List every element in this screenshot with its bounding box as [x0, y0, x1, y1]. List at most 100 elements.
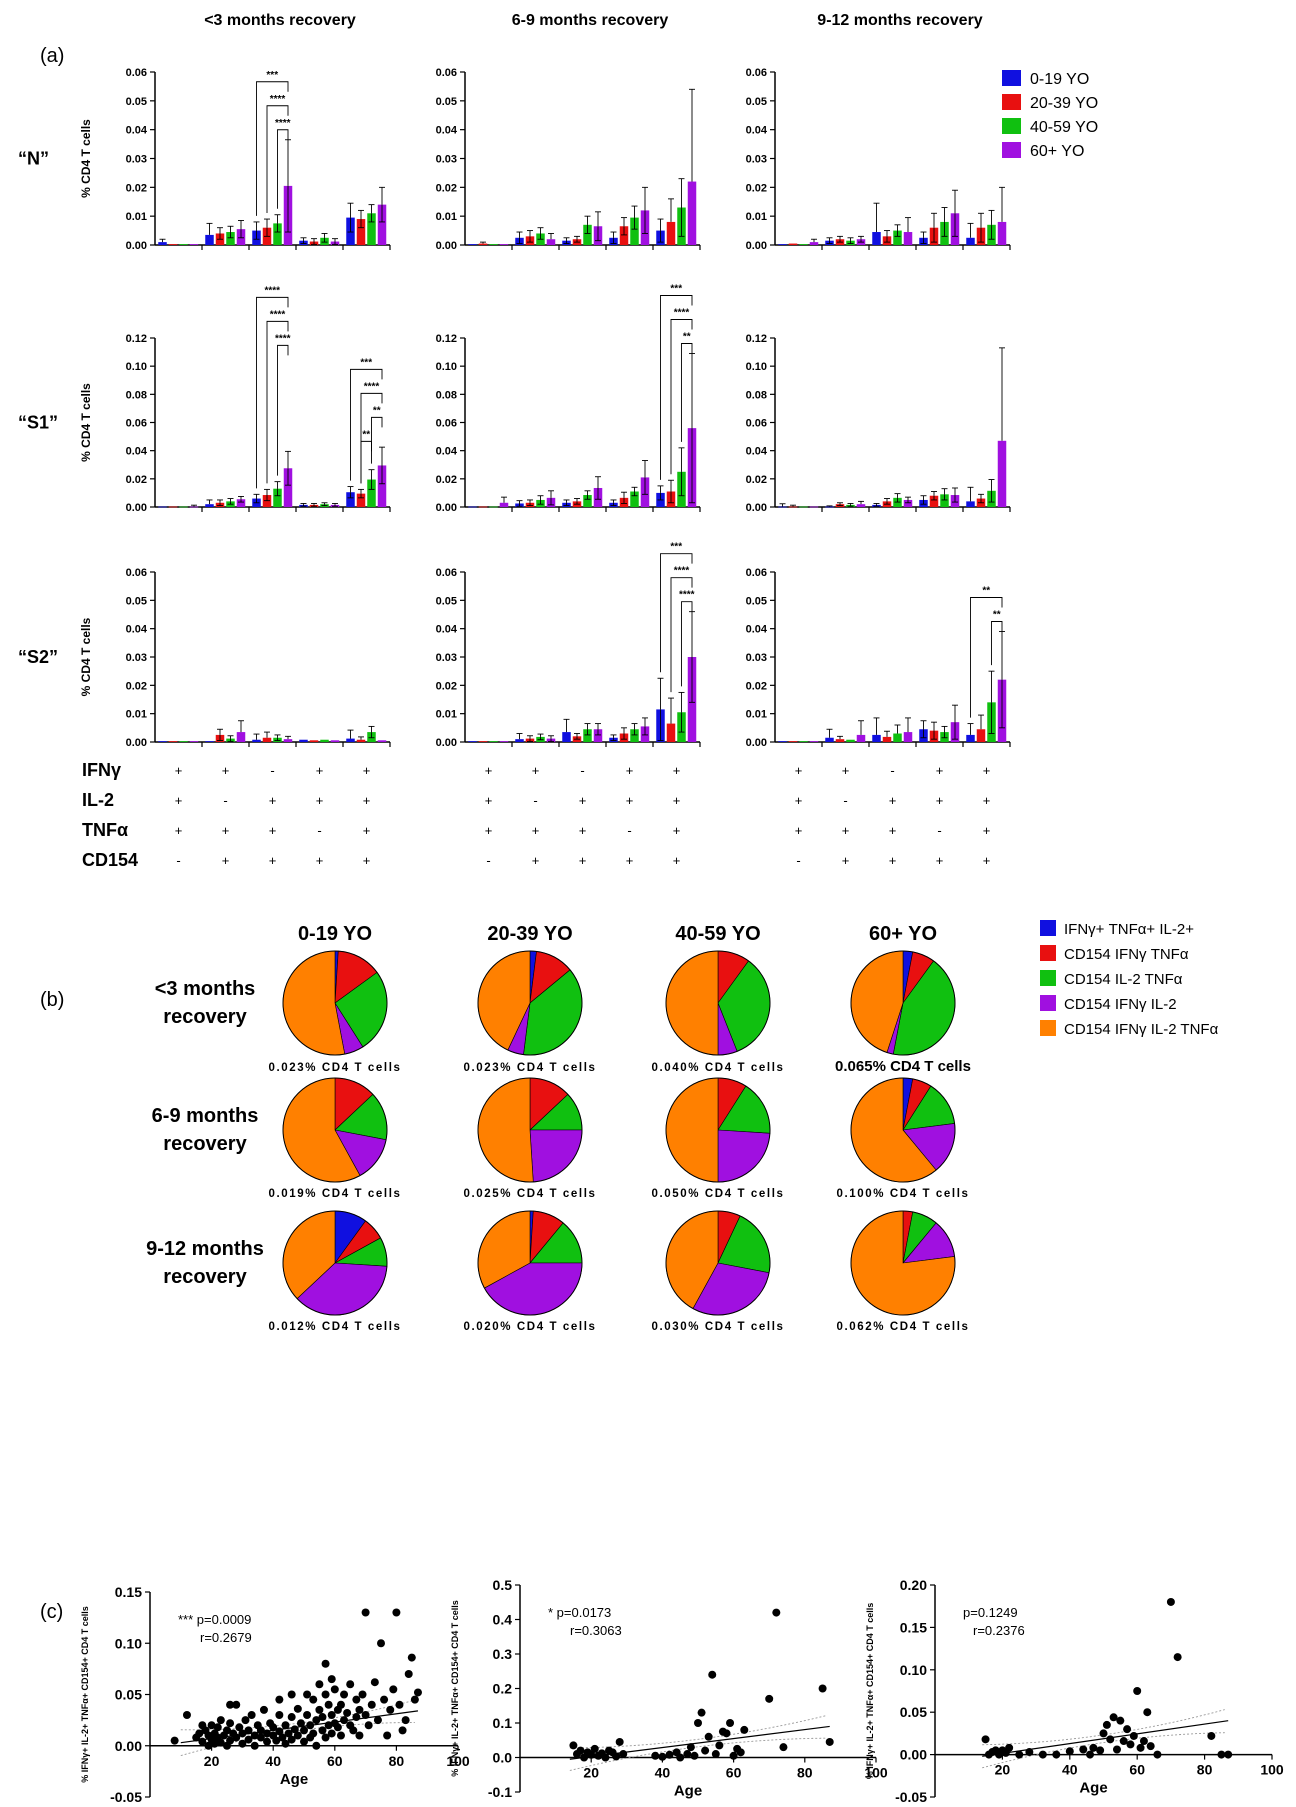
pie: [850, 1077, 956, 1183]
bar: [799, 244, 808, 245]
scatter-point: [284, 1729, 293, 1738]
scatter-point: [327, 1675, 336, 1684]
bar: [168, 506, 178, 508]
y-tick-label: 0.02: [126, 182, 147, 194]
marker-sign: -: [270, 763, 274, 778]
marker-name: TNFα: [82, 820, 128, 840]
y-tick-label: 0.05: [126, 96, 147, 108]
pie-legend-label: IFNγ+ TNFα+ IL-2+: [1064, 921, 1194, 938]
bar: [478, 243, 488, 245]
scatter-point: [658, 1752, 667, 1761]
bar: [778, 244, 787, 245]
row-label: “S1”: [18, 413, 58, 433]
y-tick-label: 0.01: [746, 709, 767, 721]
scatter-point: [701, 1746, 710, 1755]
y-tick-label: 0.02: [746, 474, 767, 486]
pie-slice: [717, 1129, 771, 1183]
scatter-point: [321, 1733, 330, 1742]
p-value: p=0.1249: [963, 1605, 1018, 1620]
scatter-point: [361, 1608, 370, 1617]
bar: [489, 506, 498, 508]
bar: [976, 729, 986, 742]
scatter-point: [386, 1705, 395, 1714]
x-tick-label: 40: [1062, 1762, 1078, 1778]
significance-label: ****: [275, 118, 291, 129]
bar-subplot: 0.00 0.02 0.04 0.06 0.08 0.10 0.12: [746, 333, 1011, 514]
bar-subplot: 0.00 0.01 0.02 0.03 0.04 0.05 0.06: [126, 567, 391, 749]
legend-label: 40-59 YO: [1030, 119, 1098, 136]
pie-outline: [282, 1077, 388, 1183]
marker-sign: +: [485, 823, 493, 838]
significance-bracket: [266, 320, 289, 484]
y-tick-label: 0.08: [746, 389, 767, 401]
row-label: “N”: [18, 149, 49, 169]
significance-bracket: [681, 601, 693, 687]
scatter-point: [210, 1739, 219, 1748]
pie: [477, 950, 583, 1056]
y-tick-label: 0.06: [436, 67, 457, 79]
scatter-point: [615, 1737, 624, 1746]
legend-label: 0-19 YO: [1030, 71, 1089, 88]
scatter-point: [324, 1700, 333, 1709]
scatter-point: [619, 1750, 628, 1759]
y-tick-label: 0.03: [746, 154, 767, 166]
scatter-point: [1112, 1745, 1121, 1754]
marker-sign: +: [626, 853, 634, 868]
scatter-point: [370, 1678, 379, 1687]
stat-r-value: r=0.2376: [973, 1623, 1025, 1638]
scatter-point: [380, 1695, 389, 1704]
bar: [367, 479, 376, 507]
scatter-point: [300, 1726, 308, 1735]
pie: [850, 950, 956, 1056]
marker-sign: +: [889, 793, 897, 808]
scatter-point: [708, 1670, 717, 1679]
significance-bracket: [670, 577, 693, 693]
scatter-point: [216, 1738, 225, 1747]
pie-row-label: recovery: [163, 1006, 247, 1028]
marker-sign: +: [983, 853, 991, 868]
y-tick-label: 0.15: [900, 1619, 927, 1635]
bar: [499, 244, 509, 245]
bar: [356, 219, 366, 245]
pie-legend-swatch: [1040, 920, 1056, 936]
pie-legend-label: CD154 IFNγ IL-2: [1064, 996, 1177, 1013]
column-title: 9-12 months recovery: [817, 12, 983, 29]
scatter-point: [213, 1723, 222, 1732]
y-tick-label: 0.3: [493, 1646, 513, 1662]
scatter-point: [1079, 1745, 1088, 1754]
y-tick-label: 0.05: [746, 595, 767, 607]
bar: [825, 737, 834, 742]
scatter-point: [1065, 1747, 1074, 1756]
significance-label: **: [373, 405, 381, 416]
significance-bracket: [970, 597, 1003, 718]
marker-sign: +: [485, 793, 493, 808]
scatter-point: [1153, 1750, 1162, 1759]
significance-label: ***: [266, 70, 278, 81]
pie-slice: [665, 950, 719, 1056]
pie-legend-swatch: [1040, 945, 1056, 961]
bar-subplot: 0.000.020.040.060.080.100.12*********: [436, 283, 701, 514]
scatter-point: [1106, 1735, 1115, 1744]
scatter-point: [1139, 1737, 1148, 1746]
marker-sign: +: [579, 823, 587, 838]
scatter-point: [683, 1750, 692, 1759]
significance-bracket: [256, 296, 289, 489]
scatter-point: [309, 1729, 318, 1738]
y-tick-label: 0.10: [746, 361, 767, 373]
scatter-point: [207, 1721, 216, 1730]
bar: [377, 740, 387, 742]
y-tick-label: 0.5: [493, 1577, 513, 1593]
marker-sign: -: [317, 823, 321, 838]
scatter-point: [1146, 1742, 1155, 1751]
scatter-point: [1052, 1750, 1061, 1759]
x-tick-label: 80: [1197, 1762, 1213, 1778]
y-tick-label: 0.00: [436, 502, 457, 514]
scatter-point: [1015, 1750, 1024, 1759]
marker-sign: +: [626, 763, 634, 778]
significance-stars: ***: [178, 1612, 197, 1627]
y-tick-label: 0.03: [746, 652, 767, 664]
significance-bracket: [670, 319, 693, 475]
y-tick-label: 0.04: [746, 446, 768, 458]
row-label: “S2”: [18, 647, 58, 667]
scatter-point: [223, 1726, 231, 1735]
